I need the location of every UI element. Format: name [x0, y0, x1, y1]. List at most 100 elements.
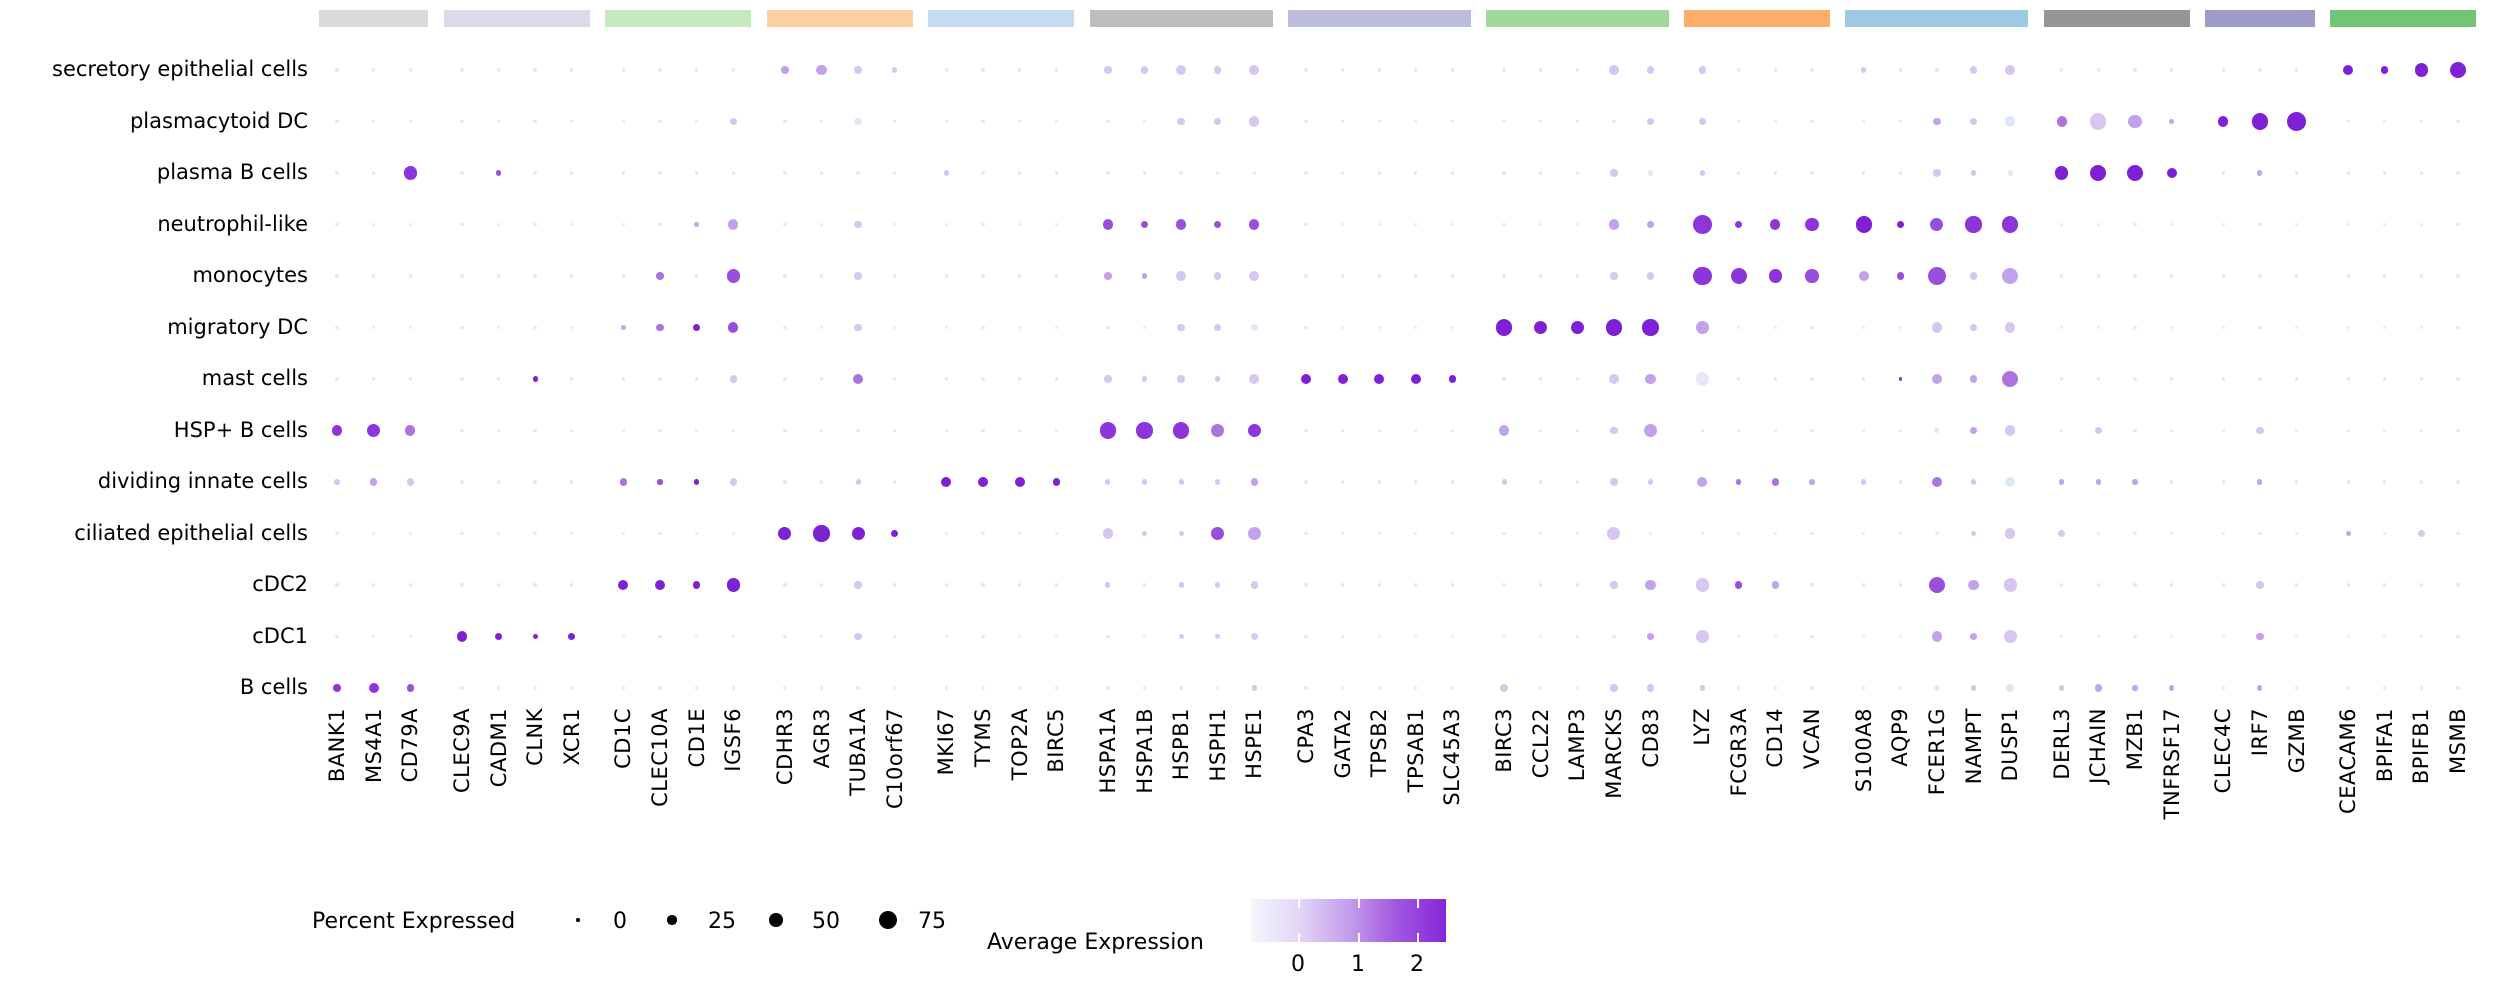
- dot-mast-cells-bpifb1: [2419, 377, 2424, 381]
- dot-dividing-innate-cells-derl3: [2059, 479, 2065, 485]
- dot-dividing-innate-cells-msmb: [2456, 480, 2460, 484]
- dot-b-cells-tyms: [981, 686, 985, 690]
- dot-dividing-innate-cells-slc45a3: [1450, 480, 1455, 484]
- dot-monocytes-cpa3: [1304, 274, 1308, 278]
- colorbar-notch-0-bottom: [1298, 933, 1300, 942]
- colorbar-notch-0-top: [1298, 899, 1300, 908]
- group-band-13: [2329, 10, 2477, 27]
- gene-label-cd1c: CD1C: [611, 708, 636, 769]
- dot-mast-cells-ms4a1: [371, 377, 376, 381]
- dot-plasma-b-cells-mzb1: [2126, 164, 2144, 182]
- dot-b-cells-cd79a: [406, 684, 414, 692]
- gene-label-hsph1: HSPH1: [1205, 708, 1230, 782]
- cell-type-label-mast-cells: mast cells: [201, 366, 308, 390]
- dot-secretory-epithelial-cells-jchain: [2096, 68, 2101, 72]
- dot-cdc2-dusp1: [2003, 578, 2017, 592]
- dot-neutrophil-like-ceacam6: [2346, 222, 2350, 227]
- dot-plasma-b-cells-ceacam6: [2346, 171, 2350, 175]
- dot-plasmacytoid-dc-ceacam6: [2346, 119, 2350, 124]
- dot-cdc2-s100a8: [1862, 583, 1866, 587]
- dot-dividing-innate-cells-cadm1: [496, 480, 501, 484]
- dot-neutrophil-like-s100a8: [1855, 216, 1872, 233]
- dot-monocytes-mzb1: [2133, 274, 2137, 278]
- dot-dividing-innate-cells-gata2: [1340, 480, 1345, 484]
- dot-mast-cells-c10orf67: [893, 377, 897, 381]
- dot-ciliated-epithelial-cells-clec4c: [2221, 531, 2225, 536]
- dot-cdc1-jchain: [2096, 634, 2101, 639]
- dot-b-cells-derl3: [2059, 685, 2065, 691]
- dot-neutrophil-like-tnfrsf17: [2169, 222, 2174, 227]
- dot-ciliated-epithelial-cells-cd1e: [694, 531, 699, 536]
- dot-plasma-b-cells-cdhr3: [783, 171, 787, 175]
- dot-ciliated-epithelial-cells-igsf6: [731, 531, 735, 536]
- dot-cdc1-c10orf67: [893, 634, 897, 639]
- group-band-5: [928, 10, 1075, 27]
- dot-cdc2-cpa3: [1304, 583, 1308, 587]
- dot-migratory-dc-cdhr3: [783, 325, 787, 330]
- legend-size-dot-0: [576, 918, 580, 922]
- dot-hsp-b-cells-top2a: [1017, 428, 1022, 433]
- dot-neutrophil-like-cd83: [1646, 220, 1655, 229]
- dot-hsp-b-cells-cd79a: [405, 425, 416, 436]
- dot-neutrophil-like-clec10a: [658, 222, 662, 227]
- dot-migratory-dc-msmb: [2456, 325, 2460, 330]
- dot-secretory-epithelial-cells-lamp3: [1575, 68, 1579, 72]
- dot-neutrophil-like-tpsab1: [1414, 222, 1418, 227]
- dot-dividing-innate-cells-lyz: [1697, 476, 1708, 488]
- dot-mast-cells-clec9a: [460, 377, 464, 381]
- dot-cdc1-bpifa1: [2383, 634, 2387, 639]
- dot-b-cells-birc5: [1054, 686, 1058, 690]
- dot-dividing-innate-cells-bank1: [334, 479, 340, 485]
- dot-plasma-b-cells-bank1: [335, 171, 339, 175]
- dot-secretory-epithelial-cells-dusp1: [2005, 64, 2016, 76]
- dot-neutrophil-like-lyz: [1692, 215, 1712, 234]
- gene-label-hspa1b: HSPA1B: [1132, 708, 1157, 794]
- dot-monocytes-derl3: [2060, 274, 2064, 278]
- dot-cdc1-bank1: [335, 634, 339, 639]
- dot-dividing-innate-cells-tnfrsf17: [2169, 480, 2174, 484]
- dot-migratory-dc-igsf6: [728, 322, 739, 333]
- dot-b-cells-lamp3: [1575, 686, 1579, 690]
- dot-hsp-b-cells-cd1e: [694, 428, 699, 433]
- dot-migratory-dc-clnk: [533, 325, 537, 330]
- gene-label-bpifb1: BPIFB1: [2409, 708, 2434, 785]
- dot-b-cells-hsph1: [1216, 686, 1220, 690]
- dot-neutrophil-like-top2a: [1017, 222, 1022, 227]
- gene-label-fcgr3a: FCGR3A: [1726, 708, 1751, 797]
- dot-migratory-dc-tpsb2: [1377, 325, 1381, 330]
- dot-mast-cells-birc3: [1502, 377, 1506, 381]
- gene-label-aqp9: AQP9: [1888, 708, 1913, 767]
- dot-cdc1-tyms: [981, 634, 985, 639]
- gene-label-clec4c: CLEC4C: [2211, 708, 2236, 794]
- dot-b-cells-cd1c: [621, 686, 626, 690]
- dot-cdc2-tyms: [981, 583, 985, 587]
- gene-label-lyz: LYZ: [1690, 708, 1715, 746]
- dot-mast-cells-fcer1g: [1931, 373, 1942, 385]
- dot-cdc2-cdhr3: [783, 583, 787, 587]
- dot-cdc2-mki67: [944, 583, 949, 587]
- dot-dividing-innate-cells-clec10a: [657, 479, 663, 485]
- dot-b-cells-clec4c: [2221, 686, 2225, 690]
- dot-b-cells-vcan: [1810, 686, 1814, 690]
- dot-cdc1-tuba1a: [854, 632, 862, 641]
- gene-label-bank1: BANK1: [325, 708, 349, 783]
- dot-hsp-b-cells-nampt: [1969, 426, 1978, 435]
- dot-hsp-b-cells-tpsab1: [1414, 428, 1418, 433]
- dot-plasma-b-cells-irf7: [2257, 170, 2263, 176]
- dot-b-cells-mki67: [944, 686, 949, 690]
- dot-mast-cells-agr3: [819, 377, 824, 381]
- dot-migratory-dc-ceacam6: [2346, 325, 2350, 330]
- dot-secretory-epithelial-cells-s100a8: [1861, 67, 1867, 73]
- dot-dividing-innate-cells-tuba1a: [855, 479, 861, 485]
- dot-secretory-epithelial-cells-gzmb: [2294, 68, 2299, 72]
- gene-label-cd1e: CD1E: [684, 708, 709, 768]
- dot-cdc1-cd79a: [408, 634, 412, 639]
- dot-monocytes-s100a8: [1858, 270, 1869, 282]
- dot-b-cells-nampt: [1970, 685, 1977, 691]
- dot-b-cells-fcer1g: [1934, 685, 1940, 691]
- dot-plasmacytoid-dc-hsph1: [1214, 117, 1222, 126]
- dot-cdc2-agr3: [819, 583, 824, 587]
- dot-cdc2-nampt: [1968, 579, 1979, 591]
- dot-plasmacytoid-dc-bpifb1: [2419, 119, 2424, 124]
- dot-plasma-b-cells-cd1c: [621, 171, 626, 175]
